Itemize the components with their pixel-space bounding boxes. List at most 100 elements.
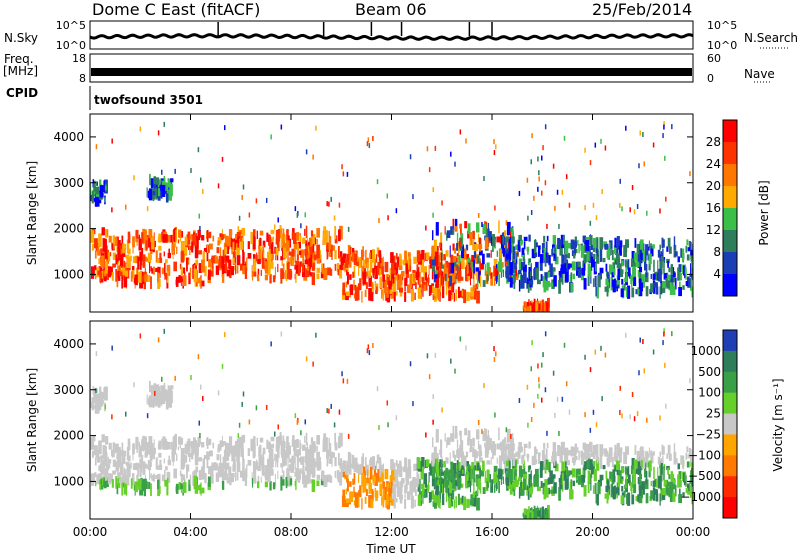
velocity-echo xyxy=(432,472,435,479)
power-echo xyxy=(346,272,349,285)
power-echo xyxy=(168,248,170,259)
velocity-echo xyxy=(665,403,667,409)
power-echo xyxy=(372,270,374,278)
power-echo xyxy=(672,267,675,277)
velocity-echo xyxy=(596,493,599,506)
power-echo xyxy=(214,255,217,263)
power-echo xyxy=(232,257,235,265)
power-echo xyxy=(666,246,669,252)
power-echo xyxy=(420,259,424,273)
power-echo xyxy=(530,159,532,165)
velocity-echo xyxy=(345,488,348,495)
power-echo xyxy=(660,281,663,295)
velocity-echo xyxy=(316,445,318,452)
power-echo xyxy=(538,170,540,176)
velocity-echo xyxy=(564,475,569,489)
power-echo xyxy=(270,251,274,261)
velocity-echo xyxy=(136,447,138,453)
velocity-echo xyxy=(494,412,496,418)
power-echo xyxy=(374,280,377,291)
power-echo xyxy=(326,242,330,252)
power-echo xyxy=(590,270,592,284)
velocity-echo xyxy=(465,451,469,458)
velocity-echo xyxy=(667,467,669,475)
power-echo xyxy=(439,274,442,288)
velocity-echo xyxy=(330,403,332,409)
velocity-echo xyxy=(404,457,407,471)
power-echo xyxy=(552,247,555,254)
velocity-echo xyxy=(236,462,241,473)
velocity-echo xyxy=(563,342,566,348)
power-echo xyxy=(579,266,582,271)
power-echo xyxy=(477,279,479,288)
velocity-echo xyxy=(524,508,527,515)
velocity-echo xyxy=(510,434,513,441)
power-echo xyxy=(253,271,257,277)
velocity-echo xyxy=(103,445,107,459)
velocity-echo xyxy=(673,443,676,457)
power-echo xyxy=(633,277,637,287)
power-echo xyxy=(443,254,446,261)
velocity-echo xyxy=(674,458,678,464)
velocity-echo xyxy=(474,465,477,471)
power-echo xyxy=(655,284,658,295)
power-echo xyxy=(659,244,661,250)
velocity-echo xyxy=(266,439,269,449)
power-echo xyxy=(561,189,564,195)
power-echo xyxy=(584,147,586,153)
power-echo xyxy=(350,284,354,296)
velocity-echo xyxy=(581,474,586,483)
power-echo xyxy=(481,222,483,228)
power-echo xyxy=(282,263,285,271)
power-echo xyxy=(531,133,533,139)
power-echo xyxy=(523,308,525,312)
power-echo xyxy=(198,263,202,273)
velocity-echo xyxy=(100,479,103,485)
velocity-echo xyxy=(93,404,97,409)
power-echo xyxy=(524,301,527,308)
velocity-echo xyxy=(493,346,495,352)
power-echo xyxy=(504,237,507,251)
power-echo xyxy=(527,258,530,266)
velocity-echo xyxy=(550,489,554,494)
velocity-echo xyxy=(511,466,514,481)
power-echo xyxy=(123,273,128,288)
velocity-echo xyxy=(139,466,142,477)
velocity-echo xyxy=(232,464,235,472)
velocity-echo xyxy=(443,478,445,484)
velocity-echo xyxy=(371,488,374,496)
velocity-echo xyxy=(648,467,651,478)
power-echo xyxy=(226,269,230,277)
power-echo xyxy=(139,251,143,261)
velocity-echo xyxy=(293,439,297,451)
power-echo xyxy=(159,278,161,288)
power-echo xyxy=(673,236,676,250)
velocity-echo xyxy=(523,515,525,519)
power-echo xyxy=(321,263,324,273)
velocity-echo xyxy=(166,471,171,483)
velocity-echo xyxy=(552,474,556,479)
velocity-echo xyxy=(687,483,690,492)
velocity-echo xyxy=(631,392,634,398)
power-echo xyxy=(294,273,296,280)
power-echo xyxy=(681,248,685,262)
velocity-echo xyxy=(495,351,497,357)
power-echo xyxy=(502,236,504,244)
velocity-echo xyxy=(375,461,378,470)
velocity-echo xyxy=(139,485,144,496)
radar-title: Dome C East (fitACF) xyxy=(92,0,261,19)
power-echo xyxy=(395,290,398,296)
power-echo xyxy=(520,272,522,286)
power-echo xyxy=(95,181,97,187)
power-echo xyxy=(490,272,494,286)
power-echo xyxy=(423,266,427,278)
velocity-echo xyxy=(206,437,208,446)
power-echo xyxy=(345,291,350,297)
velocity-echo xyxy=(111,345,113,351)
velocity-echo xyxy=(536,486,541,492)
power-echo xyxy=(91,191,94,204)
power-echo xyxy=(496,236,501,243)
velocity-echo xyxy=(587,470,591,484)
power-echo xyxy=(100,248,103,254)
power-echo xyxy=(630,258,634,268)
